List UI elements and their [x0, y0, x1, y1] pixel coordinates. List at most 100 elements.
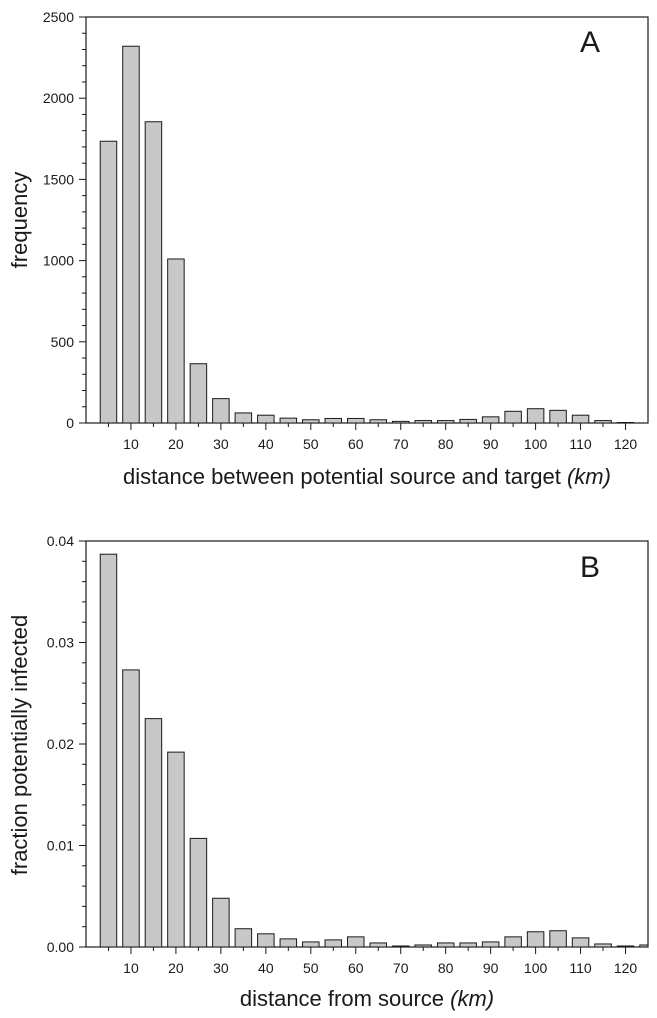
bar-a-17: [481, 416, 500, 424]
bar-b-4: [189, 837, 208, 948]
y-tick-label-b-1: 0.01: [47, 838, 74, 854]
x-axis-title-b-main: distance from source: [240, 986, 450, 1011]
y-tick-label-b-3: 0.03: [47, 635, 74, 651]
bar-b-14: [414, 944, 432, 948]
bar-a-7: [257, 414, 275, 424]
bar-b-15: [436, 942, 455, 948]
bar-b-24: [639, 944, 649, 948]
chart-panel-a: 10 20 30 40 50 60 70 80 90 100 110 120 0 500 1000 1500 2…: [7, 9, 649, 489]
bars-b: [99, 553, 649, 948]
x-tick-label-b-100: 100: [524, 960, 548, 976]
bar-a-3: [167, 258, 185, 424]
bar-a-6: [234, 412, 253, 424]
bar-a-14: [414, 420, 432, 424]
x-tick-label-b-60: 60: [348, 960, 364, 976]
x-tick-label-b-110: 110: [569, 960, 592, 976]
x-axis-title-a-unit: (km): [567, 464, 611, 489]
y-tick-label-a-5: 2500: [43, 9, 74, 25]
bar-b-23: [616, 945, 635, 948]
bar-a-19: [526, 408, 545, 424]
bar-b-2: [144, 718, 163, 948]
bar-b-16: [459, 942, 477, 948]
bars-a: [99, 45, 635, 424]
bar-a-16: [459, 418, 477, 424]
x-tick-label-a-120: 120: [614, 436, 638, 452]
x-tick-label-b-30: 30: [213, 960, 229, 976]
x-axis-title-a: distance between potential source and ta…: [123, 464, 611, 489]
y-tick-label-b-2: 0.02: [47, 736, 74, 752]
bar-a-9: [302, 419, 320, 424]
bar-a-13: [391, 420, 410, 424]
bar-b-20: [549, 930, 567, 948]
bar-a-10: [324, 417, 343, 424]
bar-a-0: [99, 140, 118, 424]
y-tick-label-a-4: 2000: [43, 90, 74, 106]
y-tick-label-a-3: 1500: [43, 171, 74, 187]
bar-b-5: [212, 897, 230, 948]
bar-b-18: [504, 936, 522, 948]
x-tick-label-a-30: 30: [213, 436, 229, 452]
y-tick-label-b-4: 0.04: [47, 533, 74, 549]
y-axis-title-b: fraction potentially infected: [7, 615, 32, 876]
bar-a-4: [189, 363, 208, 424]
bar-b-8: [279, 938, 298, 948]
bar-b-13: [391, 945, 410, 948]
x-tick-label-a-20: 20: [168, 436, 184, 452]
plot-frame-a: [85, 16, 649, 424]
bar-b-6: [234, 928, 253, 948]
x-tick-label-a-60: 60: [348, 436, 364, 452]
bar-b-21: [571, 937, 590, 948]
x-tick-label-b-10: 10: [123, 960, 139, 976]
x-tick-label-b-120: 120: [614, 960, 638, 976]
bar-b-17: [481, 941, 500, 948]
x-tick-label-b-50: 50: [303, 960, 319, 976]
bar-a-1: [122, 45, 140, 424]
bar-a-21: [571, 414, 590, 424]
panel-label-a: A: [580, 26, 600, 59]
axis-ticks-b: 10 20 30 40 50 60 70 80 90 100 110 120 0.00 0.01 0.02 0…: [47, 533, 638, 976]
bar-b-11: [347, 936, 365, 948]
bar-a-15: [436, 420, 455, 424]
axis-ticks-a: 10 20 30 40 50 60 70 80 90 100 110 120 0 500 1000 1500 2…: [43, 9, 638, 452]
x-tick-label-a-40: 40: [258, 436, 274, 452]
bar-b-12: [369, 942, 387, 948]
bar-a-18: [504, 410, 522, 424]
chart-panel-b: 10 20 30 40 50 60 70 80 90 100 110 120 0.00 0.01 0.02 0…: [7, 533, 649, 1011]
bar-a-12: [369, 419, 387, 424]
y-tick-label-b-0: 0.00: [47, 939, 74, 955]
panel-label-b: B: [580, 551, 600, 584]
y-tick-label-a-1: 500: [51, 334, 75, 350]
x-axis-title-b: distance from source (km): [240, 986, 494, 1011]
y-tick-label-a-0: 0: [66, 415, 74, 431]
x-tick-label-a-80: 80: [438, 436, 454, 452]
x-tick-label-a-50: 50: [303, 436, 319, 452]
bar-b-9: [302, 941, 320, 948]
x-axis-title-a-main: distance between potential source and ta…: [123, 464, 567, 489]
y-axis-title-a: frequency: [7, 172, 32, 269]
x-tick-label-a-110: 110: [569, 436, 592, 452]
x-axis-title-b-unit: (km): [450, 986, 494, 1011]
x-tick-label-b-70: 70: [393, 960, 409, 976]
x-tick-label-b-90: 90: [483, 960, 499, 976]
x-tick-label-b-80: 80: [438, 960, 454, 976]
bar-b-22: [594, 943, 612, 948]
bar-a-22: [594, 420, 612, 424]
bar-b-1: [122, 669, 140, 948]
bar-b-19: [526, 931, 545, 948]
bar-a-5: [212, 398, 230, 424]
bar-a-20: [549, 409, 567, 424]
y-tick-label-a-2: 1000: [43, 253, 74, 269]
bar-b-10: [324, 939, 343, 948]
bar-b-3: [167, 751, 185, 948]
bar-a-2: [144, 121, 163, 424]
bar-b-0: [99, 553, 118, 948]
bar-a-11: [347, 417, 365, 424]
x-tick-label-a-10: 10: [123, 436, 139, 452]
x-tick-label-b-40: 40: [258, 960, 274, 976]
x-tick-label-b-20: 20: [168, 960, 184, 976]
bar-b-7: [257, 933, 275, 948]
x-tick-label-a-100: 100: [524, 436, 548, 452]
bar-a-8: [279, 417, 298, 424]
x-tick-label-a-70: 70: [393, 436, 409, 452]
